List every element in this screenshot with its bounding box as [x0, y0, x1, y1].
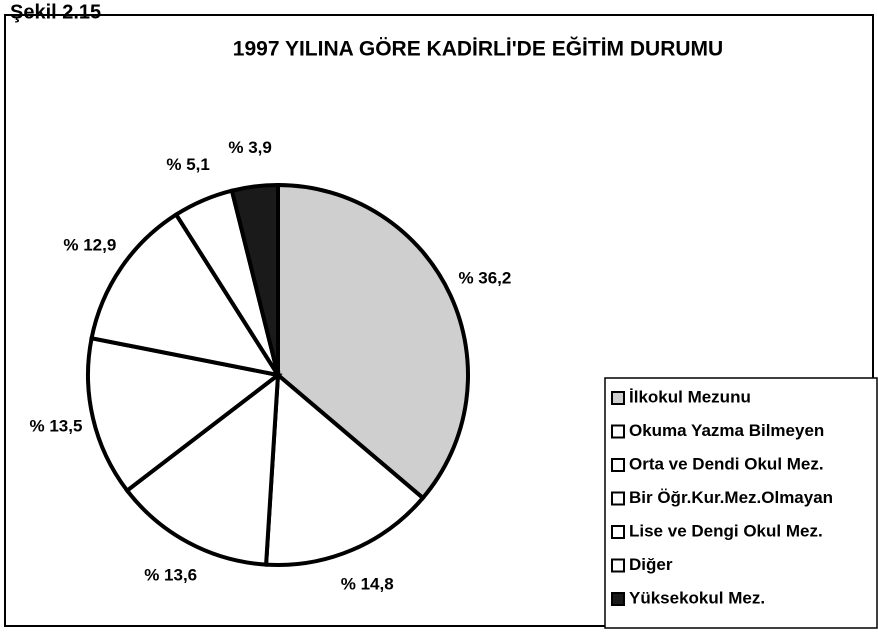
data-label: % 3,9	[228, 138, 271, 157]
legend-swatch	[611, 592, 625, 606]
pie-slice	[86, 335, 283, 494]
data-label: % 13,6	[144, 566, 197, 585]
pie-slice	[229, 182, 280, 376]
legend-swatch	[611, 424, 625, 439]
pie-slice	[276, 182, 470, 501]
figure-label: Şekil 2.15	[10, 1, 101, 23]
legend-label: Orta ve Dendi Okul Mez.	[629, 454, 824, 473]
legend-label: Bir Öğr.Kur.Mez.Olmayan	[629, 488, 833, 507]
legend-swatch	[611, 558, 625, 573]
legend	[604, 377, 878, 629]
data-label: % 12,9	[63, 236, 116, 255]
legend-label: Diğer	[629, 555, 673, 574]
legend-label: İlkokul Mezunu	[629, 387, 751, 406]
pie-slice	[263, 370, 426, 567]
legend-label: Lise ve Dengi Okul Mez.	[629, 521, 823, 540]
pie-slice	[124, 370, 281, 567]
legend-label: Okuma Yazma Bilmeyen	[629, 421, 824, 440]
legend-swatch	[611, 525, 625, 539]
legend-swatch	[611, 491, 625, 506]
pie-slice	[89, 211, 283, 378]
data-label: % 36,2	[458, 269, 511, 288]
legend-swatch	[611, 391, 625, 405]
data-label: % 14,8	[341, 574, 394, 593]
data-label: % 13,5	[30, 416, 83, 435]
legend-swatch	[611, 458, 625, 472]
chart-title: 1997 YILINA GÖRE KADİRLİ'DE EĞİTİM DURUM…	[233, 37, 723, 61]
legend-label: Yüksekokul Mez.	[629, 588, 765, 607]
data-label: % 5,1	[166, 155, 209, 174]
